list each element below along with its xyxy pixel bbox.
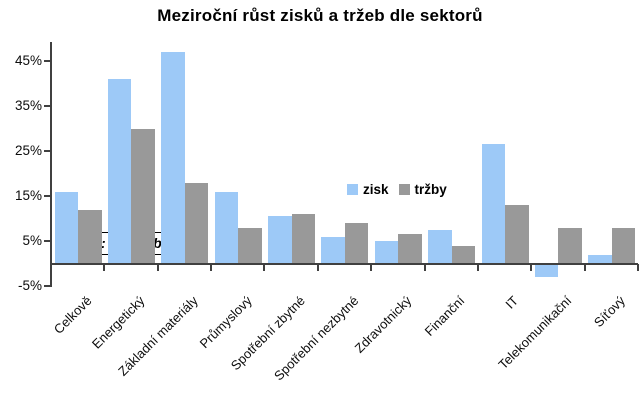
y-tick-label: -5% [17,278,42,293]
legend-swatch-zisk [347,184,358,195]
x-axis-tick [583,263,586,271]
x-axis-tick [156,263,159,271]
y-axis-tick [44,60,50,62]
bar-zisk-zakladni materialy [161,52,185,264]
bar-trzby-telekomunikacni [558,227,582,264]
bar-trzby-zdravotnicky [398,234,422,264]
y-axis-tick [44,150,50,152]
y-axis-tick [44,195,50,197]
legend-item-zisk: zisk [347,182,389,197]
plot-area: zisk tržby Zdroj: Bloomberg 45%35%25%15%… [15,42,639,406]
bar-trzby-financni [451,245,476,264]
y-tick-label: 45% [14,53,42,68]
x-tick-label-it: IT [502,293,522,312]
y-tick-label: 25% [14,143,42,158]
bar-trzby-prumyslovy [238,227,262,264]
bar-zisk-celkove [54,191,79,264]
x-axis-tick [50,263,52,271]
bar-trzby-spotrebni nezbytne [344,223,369,264]
x-axis-tick [530,263,533,271]
x-axis-tick [423,263,426,271]
x-axis-tick [370,263,373,271]
y-axis-tick [44,285,50,287]
bar-trzby-spotrebni zbytne [291,214,316,264]
x-tick-label-financni: Finanční [421,293,468,339]
y-tick-label: 35% [14,98,42,113]
y-tick-label: 5% [22,233,42,248]
bar-zisk-energeticky [107,79,132,264]
bar-trzby-it [505,205,529,264]
x-axis-tick [103,263,106,271]
bar-zisk-it [481,144,505,264]
x-axis-tick [637,263,639,271]
x-tick-label-sitovy: Síťový [590,293,628,331]
x-axis-tick [476,263,479,271]
y-axis-tick [44,240,50,242]
bar-zisk-spotrebni nezbytne [321,236,345,264]
bar-zisk-telekomunikacni [534,263,559,277]
legend-label-trzby: tržby [414,182,447,197]
x-tick-label-prumyslovy: Průmyslový [196,293,255,352]
bar-trzby-celkove [78,209,102,264]
legend-label-zisk: zisk [363,182,389,197]
y-axis-line [50,42,52,287]
y-axis-tick [44,105,50,107]
bar-zisk-zdravotnicky [374,241,399,264]
bar-trzby-zakladni materialy [184,182,209,264]
chart-title: Meziroční růst zisků a tržeb dle sektorů [157,6,483,25]
y-tick-label: 15% [14,188,42,203]
x-axis-tick [316,263,319,271]
x-tick-label-celkove: Celkově [50,293,95,337]
bar-zisk-prumyslovy [214,191,239,264]
bar-zisk-financni [428,229,452,264]
bar-zisk-sitovy [588,254,612,264]
x-axis-tick [210,263,213,271]
bar-trzby-energeticky [131,128,155,264]
bar-zisk-spotrebni zbytne [268,216,292,264]
bar-trzby-sitovy [611,227,636,264]
legend: zisk tržby [347,182,447,197]
legend-item-trzby: tržby [398,182,447,197]
x-axis-line [50,262,638,265]
x-axis-tick [263,263,266,271]
legend-swatch-trzby [398,184,410,195]
